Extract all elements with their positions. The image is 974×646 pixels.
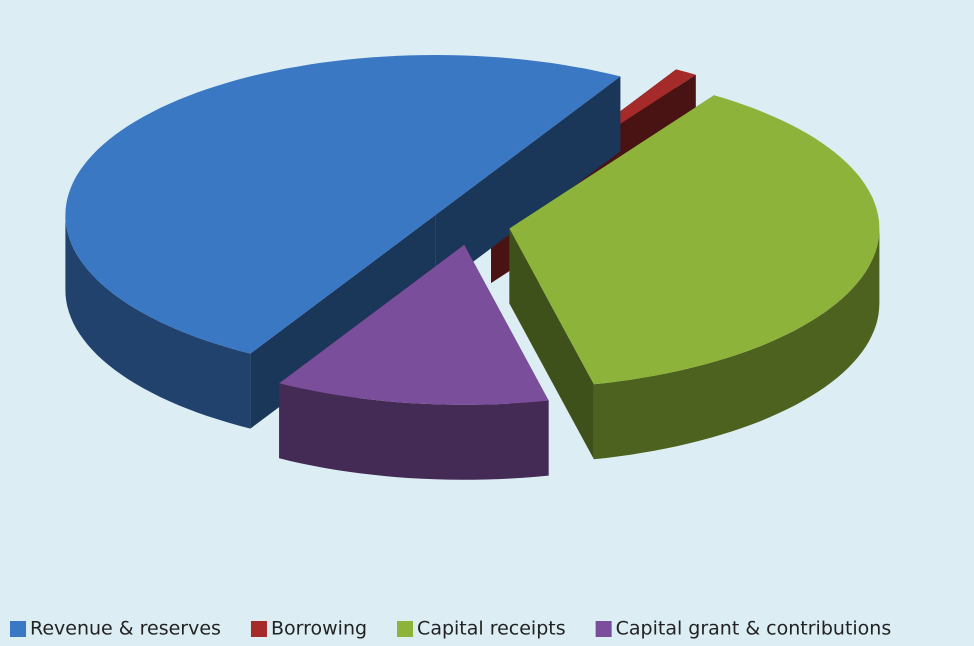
slice-side (509, 228, 594, 460)
slice-top (65, 55, 621, 354)
pie-slice (279, 244, 549, 480)
slice-wall (593, 228, 880, 460)
pie-slice (509, 95, 880, 460)
slice-wall (65, 215, 251, 429)
legend-swatch (397, 621, 414, 637)
legend-label: Revenue & reserves (30, 618, 221, 640)
legend-label: Capital receipts (417, 618, 566, 640)
slice-wall (279, 383, 549, 480)
legend-swatch (595, 621, 612, 637)
legend-label: Capital grant & contributions (616, 618, 892, 640)
legend-label: Borrowing (271, 618, 367, 640)
legend-swatch (250, 621, 267, 637)
slice-side (435, 76, 621, 291)
slice-top (279, 244, 549, 405)
legend-swatch (10, 621, 26, 637)
slice-top (509, 95, 880, 385)
